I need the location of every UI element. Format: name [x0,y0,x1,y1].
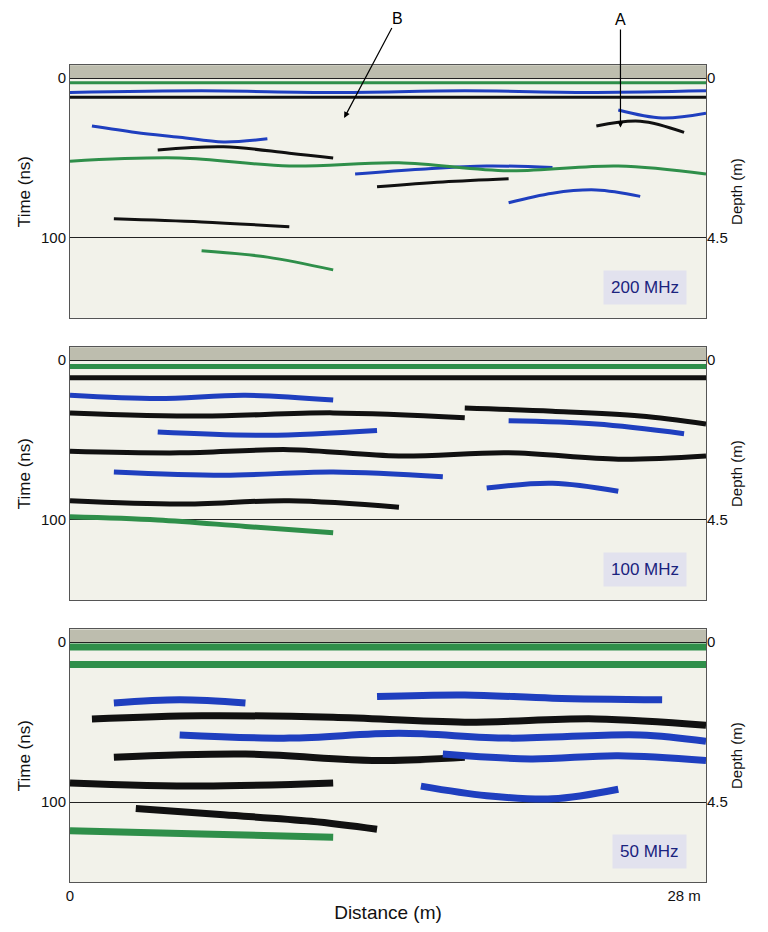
svg-text:0: 0 [66,887,74,904]
svg-text:Depth (m): Depth (m) [728,722,745,789]
svg-text:0: 0 [58,633,66,650]
svg-text:0: 0 [707,69,715,86]
svg-text:200 MHz: 200 MHz [611,278,679,297]
svg-text:100 MHz: 100 MHz [611,560,679,579]
svg-text:A: A [615,11,626,28]
svg-text:0: 0 [58,69,66,86]
svg-text:4.5: 4.5 [707,511,728,528]
svg-text:4.5: 4.5 [707,793,728,810]
svg-text:4.5: 4.5 [707,229,728,246]
svg-text:28 m: 28 m [667,887,700,904]
svg-text:0: 0 [707,633,715,650]
svg-text:Depth (m): Depth (m) [728,440,745,507]
svg-text:Time (ns): Time (ns) [15,438,34,509]
svg-text:0: 0 [707,351,715,368]
svg-text:100: 100 [41,793,66,810]
svg-text:100: 100 [41,229,66,246]
svg-text:0: 0 [58,351,66,368]
svg-text:Time (ns): Time (ns) [15,720,34,791]
svg-text:Depth (m): Depth (m) [728,158,745,225]
svg-text:100: 100 [41,511,66,528]
svg-text:50 MHz: 50 MHz [620,842,679,861]
svg-text:B: B [392,10,403,27]
svg-text:Time (ns): Time (ns) [15,156,34,227]
svg-text:Distance (m): Distance (m) [334,902,442,923]
